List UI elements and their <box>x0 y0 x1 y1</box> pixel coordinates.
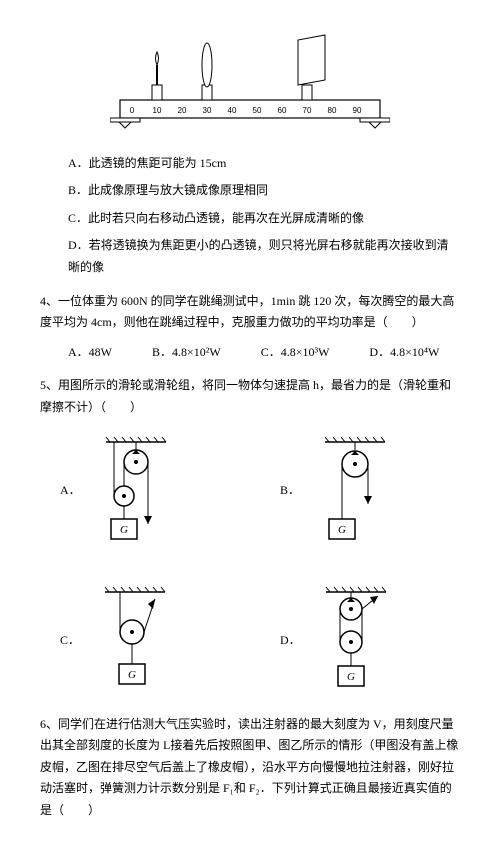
q6-stem: 6、同学们在进行估测大气压实验时，读出注射器的最大刻度为 V，用刻度尺量出其全部… <box>40 714 460 822</box>
q5-label-a: A． <box>60 480 81 502</box>
q5-stem: 5、用图所示的滑轮或滑轮组，将同一物体匀速提高 h，最省力的是（滑轮重和摩擦不计… <box>40 375 460 418</box>
svg-text:G: G <box>120 524 128 536</box>
q5-label-b: B． <box>280 480 300 502</box>
svg-text:70: 70 <box>303 106 312 115</box>
q5-fig-a: A． G <box>60 434 220 549</box>
q4-stem: 4、一位体重为 600N 的同学在跳绳测试中，1min 跳 120 次，每次腾空… <box>40 291 460 334</box>
svg-text:30: 30 <box>203 106 212 115</box>
q4-options: A．48W B．4.8×10²W C．4.8×10³W D．4.8×10⁴W <box>68 342 460 364</box>
q4-option-a: A．48W <box>68 342 112 364</box>
svg-text:90: 90 <box>353 106 362 115</box>
q5-label-d: D． <box>280 630 301 652</box>
svg-text:40: 40 <box>228 106 237 115</box>
q3-options: A．此透镜的焦距可能为 15cm B．此成像原理与放大镜成像原理相同 C．此时若… <box>68 153 460 279</box>
q3-option-d: D．若将透镜换为焦距更小的凸透镜，则只将光屏右移就能再次接收到清晰的像 <box>68 235 460 278</box>
q4-option-c: C．4.8×10³W <box>261 342 330 364</box>
svg-text:50: 50 <box>253 106 262 115</box>
q5-figures: A． G B． <box>60 434 440 699</box>
q5-fig-b: B． G <box>280 434 440 549</box>
q3-option-b: B．此成像原理与放大镜成像原理相同 <box>68 180 460 202</box>
svg-text:G: G <box>338 524 346 536</box>
q3-option-c: C．此时若只向右移动凸透镜，能再次在光屏成清晰的像 <box>68 208 460 230</box>
svg-text:80: 80 <box>328 106 337 115</box>
svg-text:60: 60 <box>278 106 287 115</box>
svg-text:10: 10 <box>153 106 162 115</box>
q3-option-a: A．此透镜的焦距可能为 15cm <box>68 153 460 175</box>
q5-label-c: C． <box>60 630 80 652</box>
optical-bench-figure: 0 10 20 30 40 50 60 70 80 90 <box>110 30 390 138</box>
svg-text:G: G <box>128 669 136 681</box>
q5-fig-c: C． G <box>60 584 220 699</box>
q4-option-b: B．4.8×10²W <box>152 342 221 364</box>
svg-text:G: G <box>347 671 355 683</box>
svg-text:0: 0 <box>130 106 135 115</box>
q4-option-d: D．4.8×10⁴W <box>369 342 439 364</box>
q5-fig-d: D． G <box>280 584 440 699</box>
svg-text:20: 20 <box>178 106 187 115</box>
